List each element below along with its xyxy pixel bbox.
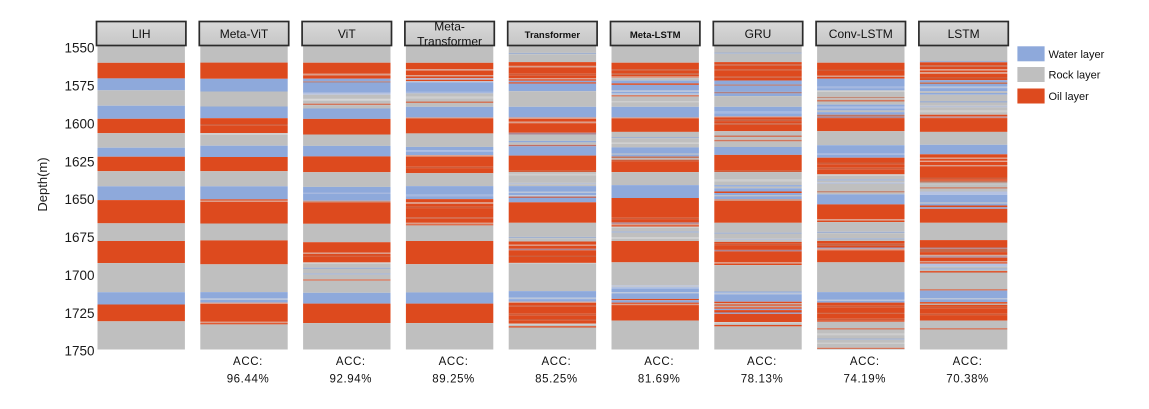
svg-text:ViT: ViT (338, 27, 356, 41)
svg-text:Water layer: Water layer (1049, 49, 1105, 61)
svg-text:Transformer: Transformer (417, 34, 482, 48)
svg-text:ACC:: ACC: (747, 356, 777, 368)
svg-text:GRU: GRU (745, 27, 772, 41)
svg-text:89.25%: 89.25% (432, 373, 475, 385)
svg-text:78.13%: 78.13% (741, 373, 784, 385)
svg-text:ACC:: ACC: (439, 356, 469, 368)
svg-text:1675: 1675 (64, 230, 94, 245)
svg-text:92.94%: 92.94% (329, 373, 372, 385)
svg-text:ACC:: ACC: (644, 356, 674, 368)
svg-text:Conv-LSTM: Conv-LSTM (829, 27, 893, 41)
svg-text:1625: 1625 (64, 154, 94, 169)
svg-text:1725: 1725 (64, 306, 94, 321)
svg-text:1700: 1700 (64, 268, 94, 283)
svg-text:1550: 1550 (64, 41, 94, 56)
svg-text:81.69%: 81.69% (638, 373, 681, 385)
svg-text:ACC:: ACC: (336, 356, 366, 368)
svg-text:ACC:: ACC: (953, 356, 983, 368)
svg-text:LSTM: LSTM (948, 27, 980, 41)
svg-text:Meta-LSTM: Meta-LSTM (630, 30, 681, 41)
svg-text:96.44%: 96.44% (227, 373, 270, 385)
svg-text:1650: 1650 (64, 192, 94, 207)
svg-text:LIH: LIH (132, 27, 151, 41)
svg-text:85.25%: 85.25% (535, 373, 578, 385)
svg-text:ACC:: ACC: (850, 356, 880, 368)
svg-text:1575: 1575 (64, 79, 94, 94)
svg-text:Rock layer: Rock layer (1049, 70, 1101, 82)
svg-text:Meta-: Meta- (434, 20, 465, 34)
svg-text:1600: 1600 (64, 116, 94, 131)
svg-text:ACC:: ACC: (233, 356, 263, 368)
svg-text:70.38%: 70.38% (946, 373, 989, 385)
svg-text:Depth(m): Depth(m) (35, 157, 50, 211)
svg-text:Transformer: Transformer (525, 30, 581, 41)
svg-text:ACC:: ACC: (541, 356, 571, 368)
svg-text:Oil layer: Oil layer (1049, 91, 1090, 103)
svg-text:Meta-ViT: Meta-ViT (220, 27, 269, 41)
svg-text:74.19%: 74.19% (843, 373, 886, 385)
svg-text:1750: 1750 (64, 344, 94, 359)
